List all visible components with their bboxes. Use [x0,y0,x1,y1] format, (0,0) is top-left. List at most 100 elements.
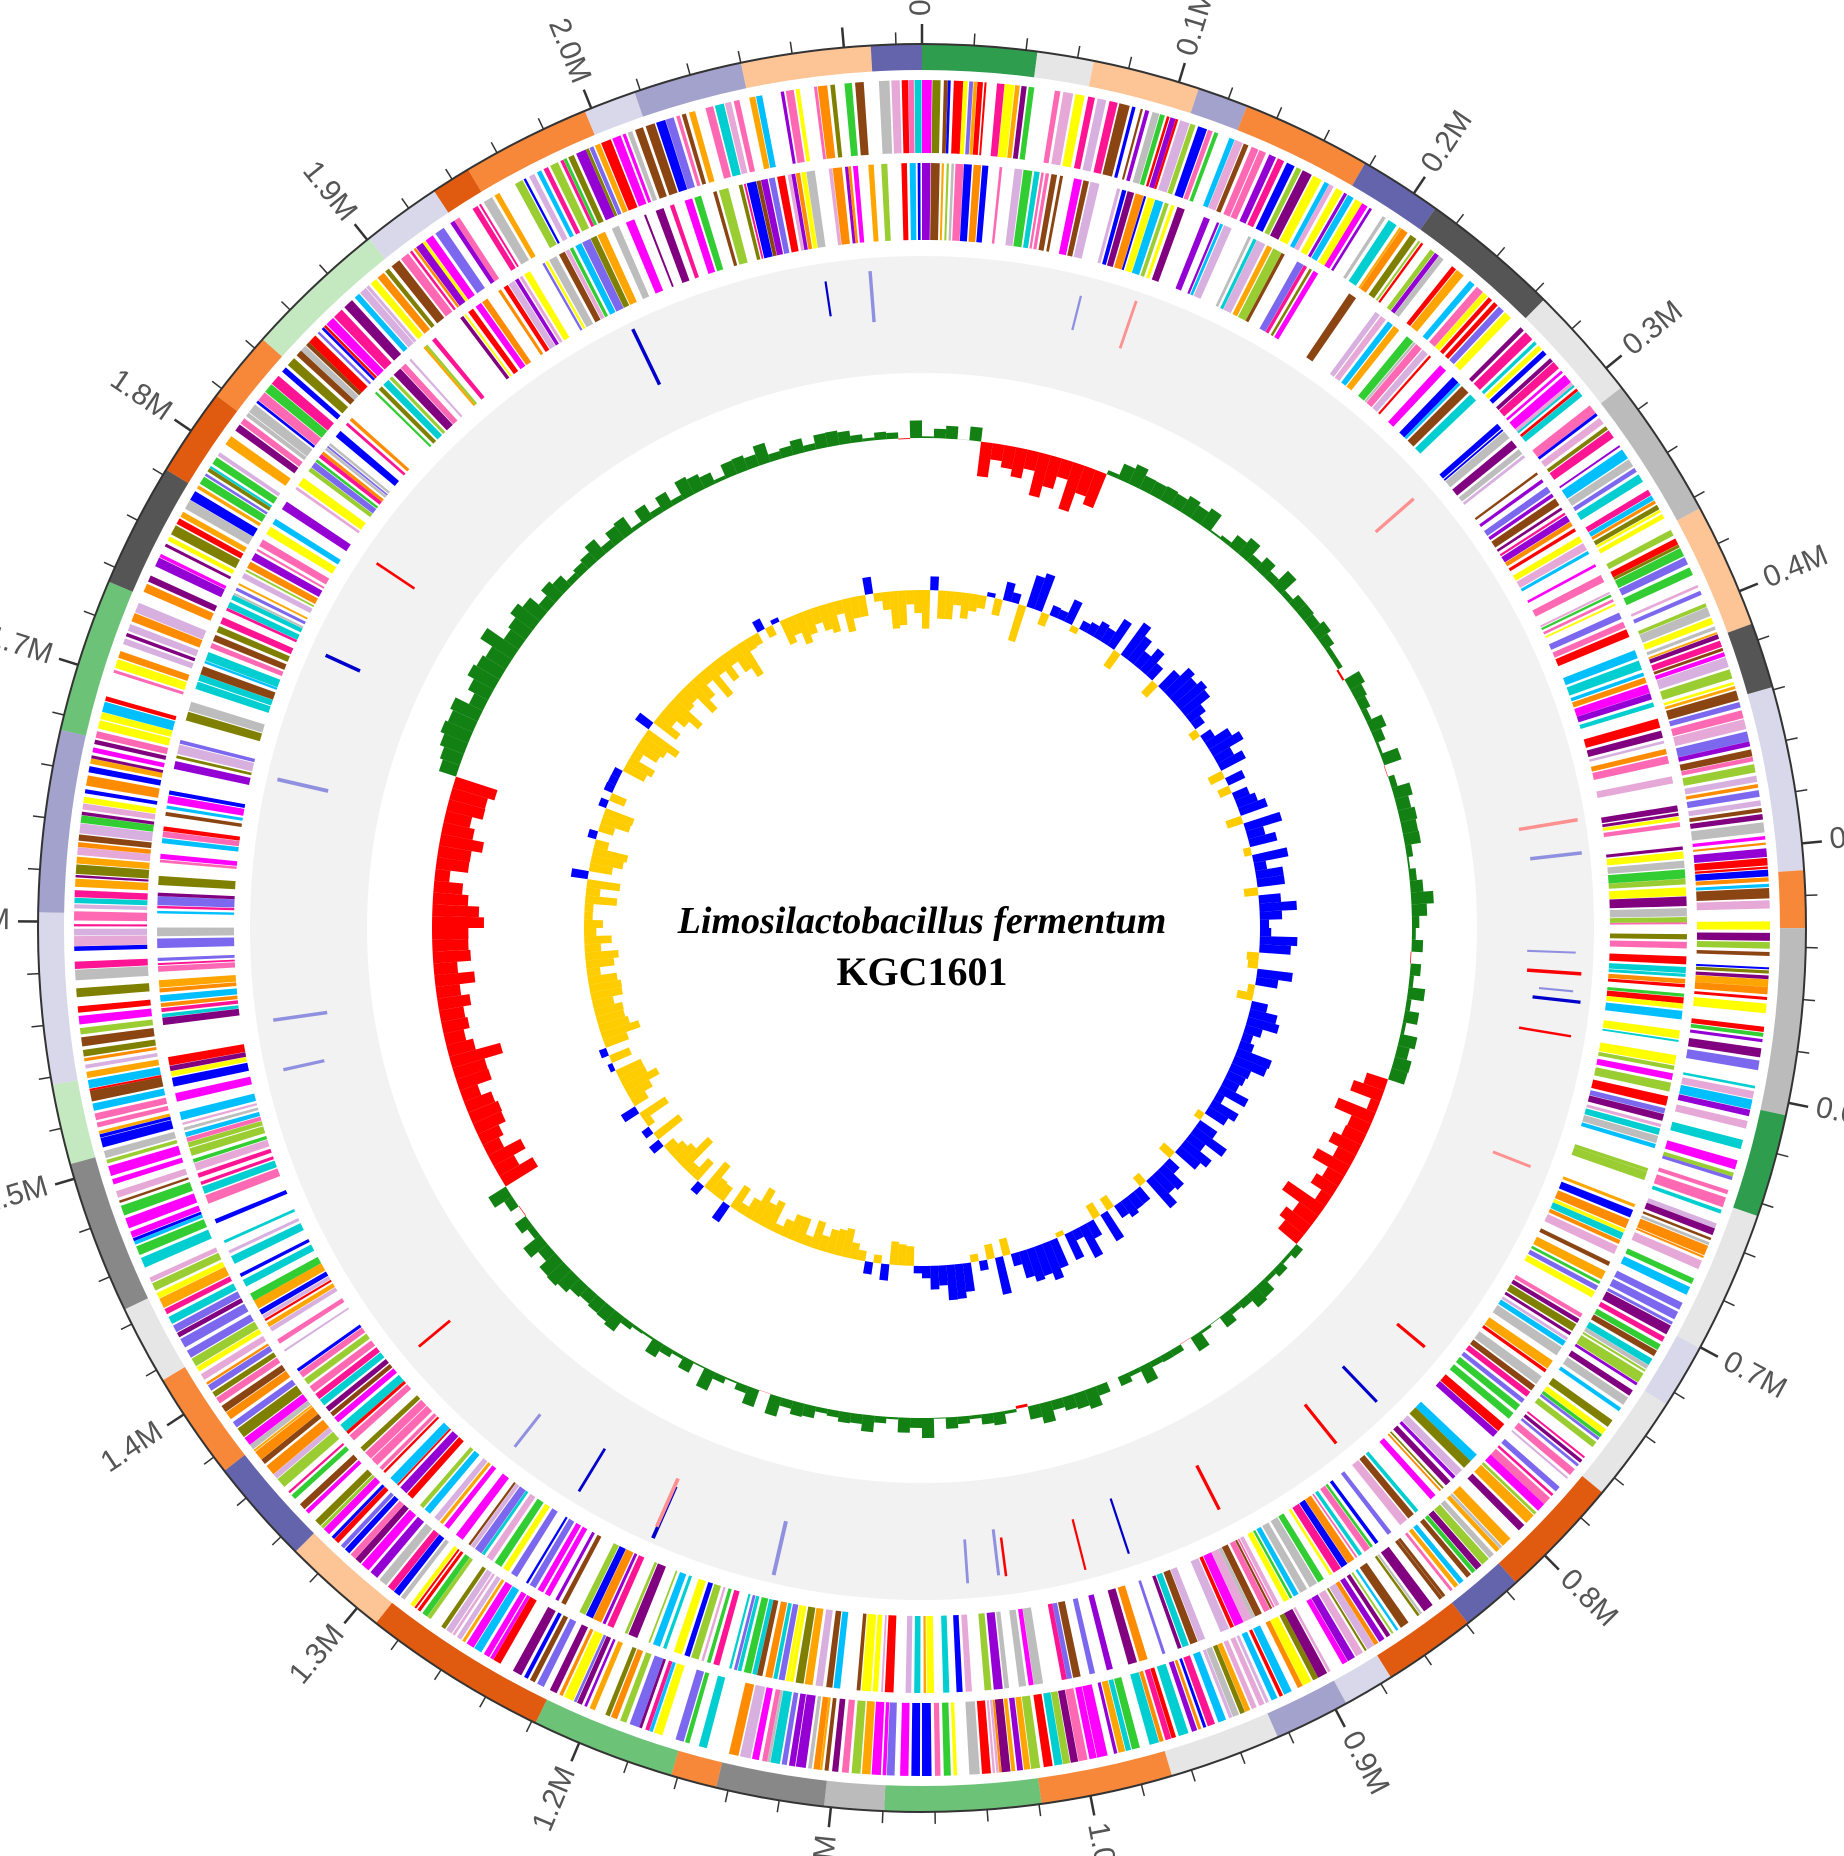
gc-skew-bar [1259,910,1283,920]
gc-content-bar [759,1389,771,1395]
cog-forward-gene [417,1550,464,1612]
cog-reverse-gene [1532,575,1605,617]
cog-forward-gene [1208,139,1243,211]
gc-content-bar [1391,782,1413,800]
cog-reverse-gene [1009,1609,1027,1687]
cog-reverse-gene [1247,1531,1290,1602]
scale-label: 1.9M [296,155,364,228]
cog-reverse-gene [1440,1374,1505,1432]
gc-content-bar [1278,1219,1305,1244]
cog-forward-gene [344,1495,399,1554]
cog-reverse-gene [948,163,955,241]
cog-reverse-gene [1590,748,1667,772]
cog-reverse-gene [1146,204,1175,279]
gc-content-bar [441,1016,470,1034]
gc-skew-bar [881,591,892,611]
gc-content-bar [1311,621,1331,640]
cog-forward-gene [221,1364,286,1412]
gc-skew-bar [634,742,661,763]
cog-reverse-gene [743,183,764,259]
cog-reverse-gene [939,163,944,241]
cog-forward-gene [1473,332,1533,390]
cog-reverse-gene [1052,1602,1073,1680]
cog-reverse-gene [161,1000,239,1013]
gc-content-bar [1296,603,1314,622]
cog-forward-gene [1695,975,1769,988]
cog-forward-gene [1318,199,1363,266]
cog-forward-gene [1620,1256,1691,1295]
cog-reverse-gene [330,1363,393,1417]
cog-reverse-gene [1504,1291,1572,1336]
gc-skew-bar [1139,648,1165,676]
cog-reverse-gene [1496,507,1563,552]
minor-tick [1743,1251,1756,1258]
gc-content-bar [538,1243,556,1262]
cog-forward-gene [1043,90,1061,164]
cog-reverse-gene [773,1602,792,1680]
gc-skew-bar [825,1228,840,1255]
gc-content-bar [1149,481,1168,500]
cog-forward-gene [237,1385,303,1438]
cog-reverse-gene [1379,1437,1436,1500]
cog-forward-gene [1654,652,1726,680]
cog-forward-gene [323,324,378,379]
gc-content-bar [813,432,828,450]
gc-content-bar [1405,844,1414,858]
cog-reverse-gene [1152,1575,1182,1649]
rna-mark [771,1520,788,1576]
gc-skew-bar [743,1197,762,1220]
contig-segment [823,1780,886,1812]
cog-reverse-gene [914,1615,921,1693]
cog-reverse-gene [183,1107,259,1131]
cog-reverse-gene [205,1168,281,1204]
gc-content-bar [1023,449,1040,472]
cog-reverse-gene [486,1493,536,1561]
rna-mark [1538,986,1574,993]
gc-content-bar [1004,1408,1017,1415]
gc-content-bar [1272,1261,1288,1277]
cog-forward-gene [1686,790,1760,809]
gc-content-track [432,420,1434,1439]
gc-content-bar [1073,1390,1090,1410]
gc-skew-bar [1049,1237,1069,1269]
gc-skew-bar [809,1220,827,1250]
gc-content-bar [504,1196,519,1212]
cog-forward-gene [564,1630,604,1701]
contig-segment [1525,299,1622,404]
minor-tick [1637,401,1649,411]
minor-tick [245,339,256,349]
cog-forward-gene [1635,1227,1704,1259]
cog-reverse-gene [162,831,240,847]
cog-forward-gene [1033,1693,1053,1768]
cog-forward-gene [1651,1185,1722,1214]
cog-forward-gene [1593,504,1660,546]
minor-tick [1571,320,1582,330]
cog-reverse-gene [1163,1569,1198,1645]
gc-skew-bar [889,590,901,629]
cog-forward-gene [1576,474,1644,521]
cog-reverse-gene [1274,270,1319,340]
minor-tick [776,1800,780,1813]
cog-forward-gene [277,1431,340,1488]
cog-forward-gene [1145,116,1170,187]
gc-content-bar [449,1042,504,1069]
cog-reverse-gene [508,280,556,350]
minor-tick [1757,635,1770,641]
cog-forward-gene [1446,1495,1500,1552]
cog-reverse-gene [582,238,624,312]
gc-content-bar [1397,1033,1418,1050]
cog-forward-gene [851,1700,866,1774]
gc-content-bar [957,439,970,441]
cog-forward-gene [922,80,932,154]
cog-forward-gene [1649,634,1720,664]
cog-forward-gene [1270,170,1312,240]
gc-skew-bar [750,632,764,647]
cog-reverse-gene [746,181,773,259]
scale-label: 0.6M [1813,1091,1844,1137]
gc-skew-bar [685,680,718,714]
cog-reverse-gene [926,1615,935,1693]
cog-forward-gene [705,106,732,179]
cog-reverse-gene [198,674,273,706]
contig-segment [166,395,238,484]
gc-content-bar [539,1252,564,1277]
